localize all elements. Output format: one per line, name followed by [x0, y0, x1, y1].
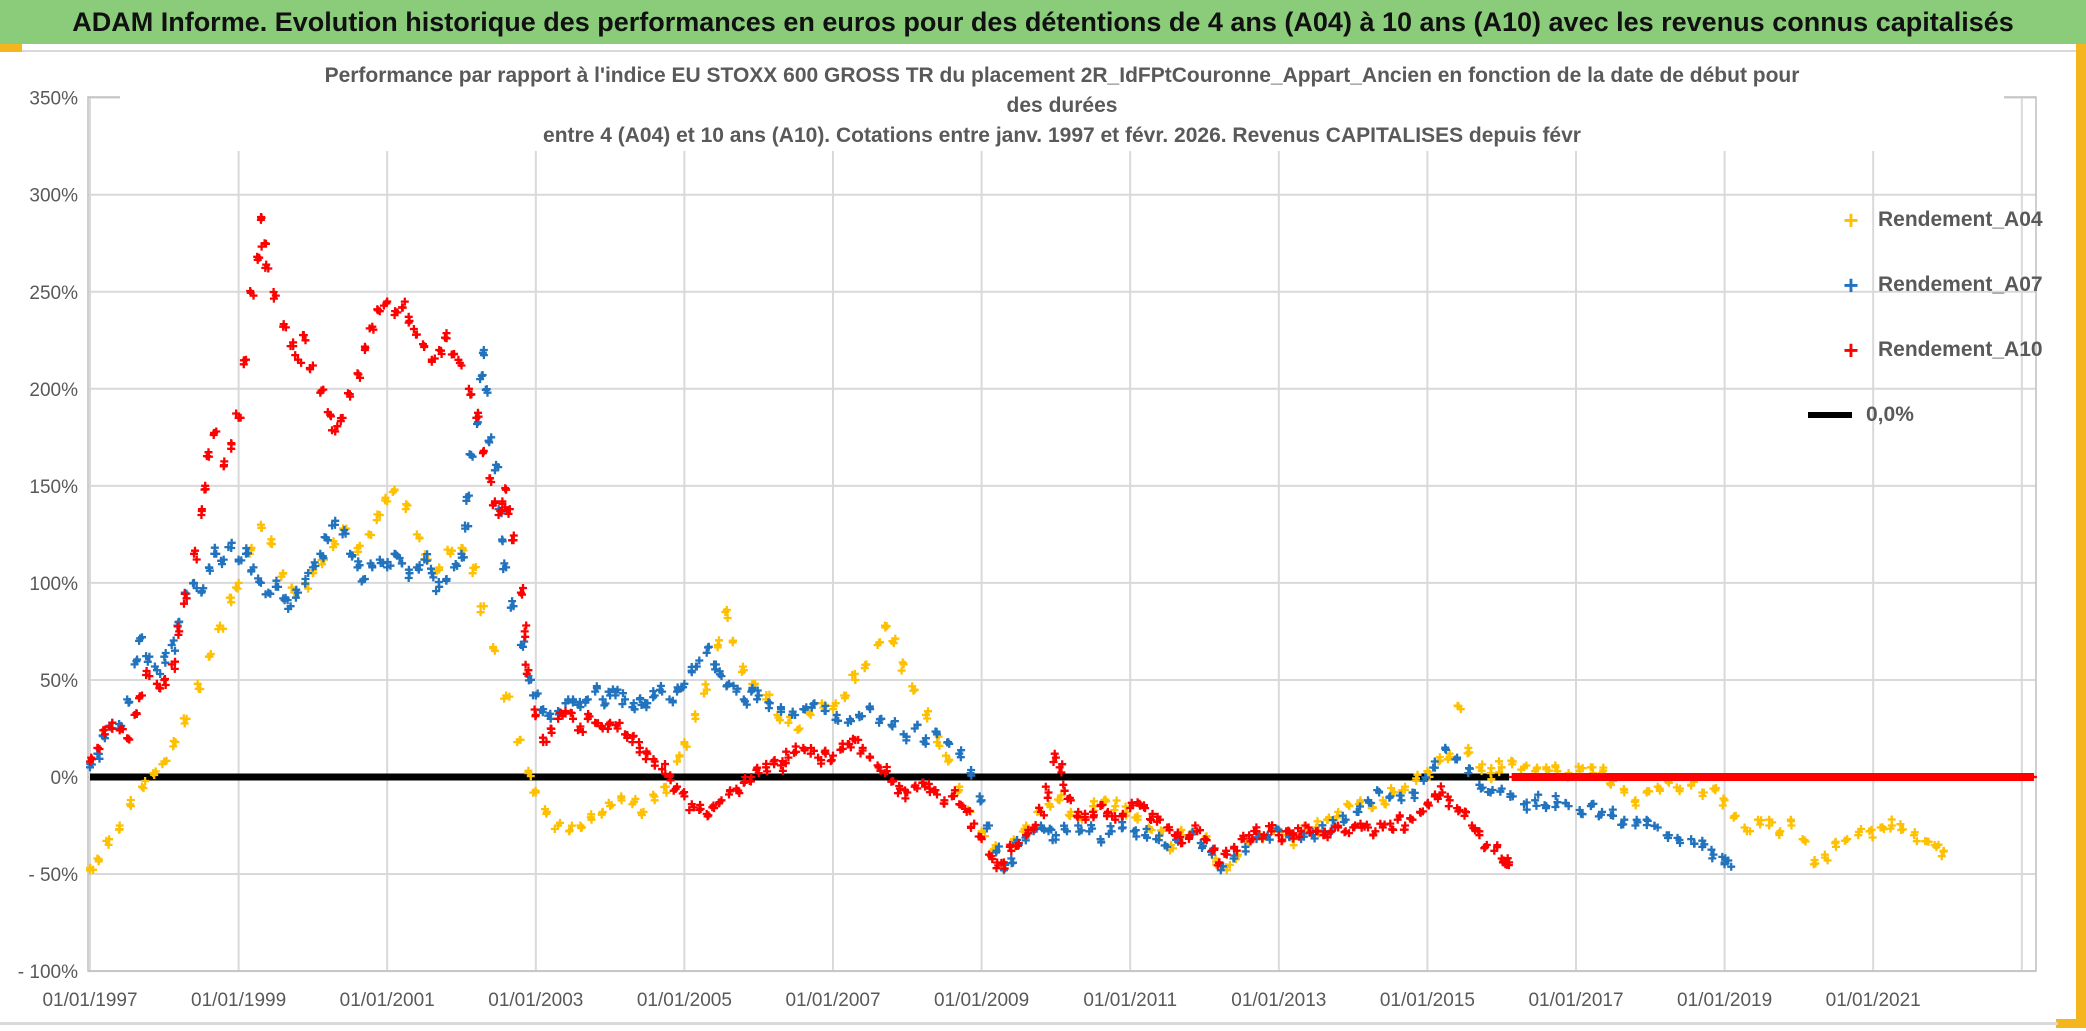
x-tick-label: 01/01/2009 [934, 990, 1029, 1011]
legend-label: 0,0% [1866, 403, 1914, 426]
y-tick-label: 0% [51, 768, 79, 789]
y-tick-label: - 50% [28, 865, 78, 886]
x-tick-label: 01/01/2005 [637, 990, 732, 1011]
y-tick-label: 150% [29, 477, 78, 498]
x-tick-label: 01/01/2003 [488, 990, 583, 1011]
series-rendement_a10 [86, 213, 2037, 873]
plus-marker-icon: + [1843, 335, 1859, 365]
y-tick-label: 350% [29, 89, 78, 110]
banner: ADAM Informe. Evolution historique des p… [0, 0, 2086, 44]
y-tick-label: 100% [29, 574, 78, 595]
legend-item-rendement-a10[interactable]: + Rendement_A10 [1838, 333, 2078, 367]
x-tick-label: 01/01/2021 [1826, 990, 1921, 1011]
chart-title-line-2: des durées [120, 91, 2004, 121]
x-tick-label: 01/01/2013 [1231, 990, 1326, 1011]
plus-marker-icon: + [1843, 205, 1859, 235]
x-tick-label: 01/01/2019 [1677, 990, 1772, 1011]
chart-title-line-3: entre 4 (A04) et 10 ans (A10). Cotations… [120, 121, 2004, 151]
chart-title-line-1: Performance par rapport à l'indice EU ST… [120, 61, 2004, 91]
banner-title: ADAM Informe. Evolution historique des p… [72, 6, 2014, 37]
legend-label: Rendement_A10 [1878, 338, 2043, 361]
y-tick-label: 250% [29, 283, 78, 304]
x-tick-label: 01/01/1997 [42, 990, 137, 1011]
y-tick-label: 200% [29, 380, 78, 401]
x-tick-label: 01/01/2015 [1380, 990, 1475, 1011]
legend-item-rendement-a07[interactable]: + Rendement_A07 [1838, 268, 2078, 302]
x-tick-label: 01/01/2007 [785, 990, 880, 1011]
banner-underline [0, 50, 2086, 52]
legend-item-zero-line[interactable]: 0,0% [1808, 398, 2048, 432]
zero-line-swatch-icon [1808, 412, 1852, 418]
accent-bottom-right [2056, 1019, 2086, 1028]
x-tick-label: 01/01/1999 [191, 990, 286, 1011]
x-tick-label: 01/01/2011 [1083, 990, 1177, 1011]
x-tick-label: 01/01/2001 [340, 990, 435, 1011]
accent-right-strip [2076, 44, 2086, 1027]
accent-left-tab [0, 44, 22, 52]
y-tick-label: 300% [29, 186, 78, 207]
y-tick-label: 50% [40, 671, 78, 692]
plot-border [87, 96, 2037, 972]
legend-item-rendement-a04[interactable]: + Rendement_A04 [1838, 203, 2078, 237]
bottom-divider [0, 1022, 2058, 1025]
x-tick-label: 01/01/2017 [1528, 990, 1623, 1011]
legend-label: Rendement_A04 [1878, 208, 2043, 231]
legend-label: Rendement_A07 [1878, 273, 2043, 296]
plus-marker-icon: + [1843, 270, 1859, 300]
y-tick-label: - 100% [18, 962, 78, 983]
